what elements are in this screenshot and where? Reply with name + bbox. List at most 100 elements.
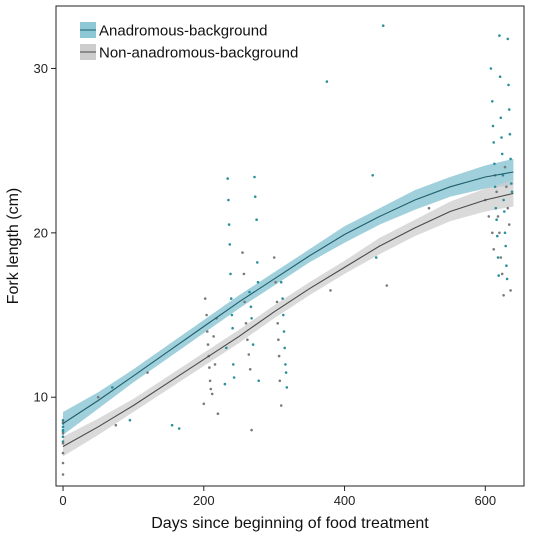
point-series-0 <box>279 280 283 284</box>
point-series-0 <box>507 108 511 111</box>
point-series-1 <box>248 368 252 371</box>
point-series-0 <box>227 223 231 226</box>
y-tick-label: 20 <box>34 225 48 240</box>
point-series-0 <box>503 210 506 213</box>
point-series-0 <box>500 152 504 156</box>
point-series-0 <box>371 174 375 177</box>
point-series-0 <box>374 256 378 259</box>
point-series-0 <box>229 297 233 300</box>
point-series-1 <box>502 294 505 297</box>
point-series-0 <box>255 218 258 221</box>
point-series-1 <box>216 412 220 416</box>
point-series-1 <box>61 473 65 476</box>
legend-label-anadromous: Anadromous-background <box>99 23 267 40</box>
fit-lines <box>62 171 514 447</box>
point-series-0 <box>283 346 287 350</box>
point-series-0 <box>230 313 234 317</box>
fit-line-series-1 <box>62 192 514 447</box>
point-series-0 <box>493 162 496 166</box>
point-series-0 <box>509 157 512 161</box>
point-series-0 <box>510 190 514 194</box>
point-series-0 <box>228 243 232 246</box>
point-series-0 <box>111 386 114 389</box>
point-series-0 <box>61 425 65 429</box>
point-series-0 <box>499 116 503 120</box>
point-series-1 <box>206 343 210 346</box>
point-series-0 <box>496 256 500 259</box>
point-series-1 <box>499 256 503 259</box>
point-series-0 <box>177 427 181 430</box>
legend-label-non-anadromous: Non-anadromous-background <box>99 45 298 62</box>
point-series-1 <box>208 366 211 369</box>
point-series-0 <box>232 363 235 366</box>
confidence-bands <box>63 158 514 457</box>
point-series-0 <box>498 34 501 37</box>
point-series-0 <box>507 83 510 87</box>
point-series-1 <box>206 330 209 333</box>
y-tick-label: 30 <box>34 61 48 76</box>
point-series-1 <box>250 428 253 432</box>
y-tick-label: 10 <box>34 390 48 405</box>
point-series-1 <box>487 215 491 218</box>
legend: Anadromous-background Non-anadromous-bac… <box>80 22 298 62</box>
point-series-0 <box>510 182 513 185</box>
point-series-0 <box>223 382 227 386</box>
point-series-1 <box>385 284 389 287</box>
point-series-0 <box>61 428 65 432</box>
point-series-0 <box>494 206 498 210</box>
point-series-0 <box>492 141 496 144</box>
point-series-0 <box>128 418 132 422</box>
point-series-1 <box>61 442 65 445</box>
point-series-0 <box>505 264 508 268</box>
point-series-1 <box>276 322 280 325</box>
point-series-1 <box>492 248 496 251</box>
data-points <box>61 24 514 476</box>
plot-border <box>55 5 525 487</box>
y-axis-title: Fork length (cm) <box>5 188 22 304</box>
point-series-1 <box>507 223 511 226</box>
point-series-0 <box>249 305 253 309</box>
point-series-0 <box>257 379 261 383</box>
x-tick-label: 600 <box>474 493 496 508</box>
point-series-0 <box>325 80 329 83</box>
x-tick-label: 400 <box>334 493 356 508</box>
point-series-0 <box>255 261 259 264</box>
point-series-1 <box>96 395 100 399</box>
band-series-0 <box>63 158 514 435</box>
point-series-1 <box>61 461 65 465</box>
point-series-0 <box>500 136 503 139</box>
point-series-1 <box>498 231 501 235</box>
point-series-0 <box>284 371 288 374</box>
x-tick-label: 0 <box>59 493 66 508</box>
point-series-0 <box>229 272 232 276</box>
point-series-0 <box>226 177 229 180</box>
point-series-1 <box>506 206 510 210</box>
point-series-0 <box>489 67 493 70</box>
point-series-1 <box>209 387 213 391</box>
point-series-0 <box>256 280 260 284</box>
point-series-1 <box>272 256 276 259</box>
point-series-0 <box>501 174 505 177</box>
point-series-1 <box>491 231 494 235</box>
point-series-0 <box>285 386 289 389</box>
point-series-1 <box>212 335 215 338</box>
point-series-1 <box>210 392 214 396</box>
point-series-0 <box>497 274 501 277</box>
point-series-0 <box>503 231 507 235</box>
point-series-1 <box>495 190 498 194</box>
point-series-1 <box>61 432 65 435</box>
fit-line-series-0 <box>62 171 514 424</box>
point-series-0 <box>250 317 253 320</box>
point-series-0 <box>253 195 257 198</box>
point-series-1 <box>509 289 512 292</box>
point-series-1 <box>202 402 206 406</box>
x-tick-label: 200 <box>193 493 215 508</box>
point-series-0 <box>493 185 497 189</box>
point-series-1 <box>503 165 507 169</box>
point-series-0 <box>231 326 234 330</box>
point-series-0 <box>251 343 255 346</box>
point-series-0 <box>504 244 508 248</box>
point-series-1 <box>275 300 279 304</box>
point-series-1 <box>114 423 118 427</box>
